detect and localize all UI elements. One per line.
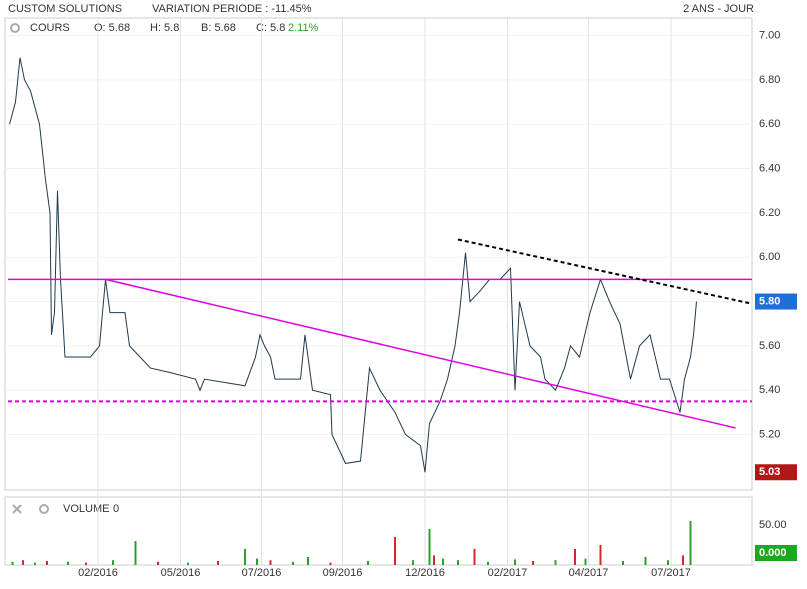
volume-bar <box>667 560 669 565</box>
legend-open: O: 5.68 <box>94 22 130 34</box>
volume-bar <box>85 562 87 565</box>
volume-bar <box>307 557 309 565</box>
trend-line <box>105 278 736 429</box>
volume-bar <box>473 549 476 565</box>
volume-bar <box>187 562 189 565</box>
volume-bar <box>11 561 14 565</box>
volume-bar <box>412 560 414 565</box>
legend-high: H: 5.8 <box>150 22 179 34</box>
volume-bar <box>622 561 624 565</box>
legend-change: 2.11% <box>288 22 319 34</box>
x-tick-label: 04/2017 <box>569 567 609 579</box>
volume-label: 0.000 <box>759 547 787 559</box>
trend-line <box>457 238 753 305</box>
volume-bar <box>112 560 114 565</box>
y-tick-label: 50.00 <box>759 519 787 531</box>
y-tick-label: 6.80 <box>759 74 780 86</box>
legend-close: C: 5.8 <box>256 22 285 34</box>
x-tick-label: 02/2016 <box>78 567 118 579</box>
y-tick-label: 5.60 <box>759 340 780 352</box>
x-tick-label: 09/2016 <box>323 567 363 579</box>
volume-bar <box>689 521 692 565</box>
volume-bar <box>584 558 587 565</box>
volume-bar <box>682 555 684 565</box>
volume-bar <box>329 562 332 565</box>
price-line <box>9 57 697 473</box>
volume-bar <box>256 558 258 565</box>
volume-bar <box>34 562 36 565</box>
volume-bar <box>554 560 557 565</box>
volume-bar <box>292 561 294 565</box>
volume-bar <box>532 561 534 565</box>
volume-bar <box>457 560 459 565</box>
y-tick-label: 6.20 <box>759 207 780 219</box>
volume-bar <box>442 558 444 565</box>
period: 2 ANS - JOUR <box>683 3 754 15</box>
legend-name: COURS <box>30 22 70 34</box>
volume-bar <box>433 555 435 565</box>
volume-bar <box>134 541 137 565</box>
y-tick-label: 6.00 <box>759 251 780 263</box>
variation: VARIATION PERIODE : -11.45% <box>152 3 312 15</box>
legend-name: VOLUME <box>63 503 109 515</box>
x-tick-label: 07/2016 <box>242 567 282 579</box>
y-tick-label: 5.40 <box>759 384 780 396</box>
last-price-tag <box>755 293 797 310</box>
legend-value: 0 <box>113 503 119 515</box>
volume-bar <box>394 537 396 565</box>
min-price-label: 5.03 <box>759 466 780 478</box>
y-tick-label: 7.00 <box>759 29 780 41</box>
settings-icon[interactable] <box>10 23 20 33</box>
volume-bar <box>367 561 369 565</box>
x-tick-label: 05/2016 <box>161 567 201 579</box>
volume-bar <box>574 549 576 565</box>
price-panel <box>4 17 753 491</box>
y-tick-label: 6.40 <box>759 162 780 174</box>
legend-low: B: 5.68 <box>201 22 236 34</box>
volume-bar <box>67 561 69 565</box>
volume-bar <box>46 561 48 565</box>
settings-icon[interactable] <box>39 504 49 514</box>
volume-bar <box>157 561 159 565</box>
x-tick-label: 02/2017 <box>488 567 528 579</box>
min-price-tag <box>755 464 797 481</box>
volume-bar <box>22 560 24 565</box>
title: CUSTOM SOLUTIONS <box>8 3 122 15</box>
y-tick-label: 5.20 <box>759 428 780 440</box>
x-tick-label: 12/2016 <box>405 567 445 579</box>
volume-bar <box>599 545 602 565</box>
volume-bar <box>244 549 246 565</box>
x-tick-label: 07/2017 <box>651 567 691 579</box>
volume-tag <box>755 545 797 561</box>
volume-bar <box>487 561 489 565</box>
y-tick-label: 6.60 <box>759 118 780 130</box>
close-icon[interactable] <box>12 504 22 514</box>
volume-bar <box>217 561 219 565</box>
volume-bar <box>428 529 431 565</box>
last-price-label: 5.80 <box>759 295 780 307</box>
volume-bar <box>514 559 516 565</box>
volume-bar <box>269 560 272 565</box>
volume-panel <box>4 496 753 566</box>
volume-bar <box>644 557 647 565</box>
